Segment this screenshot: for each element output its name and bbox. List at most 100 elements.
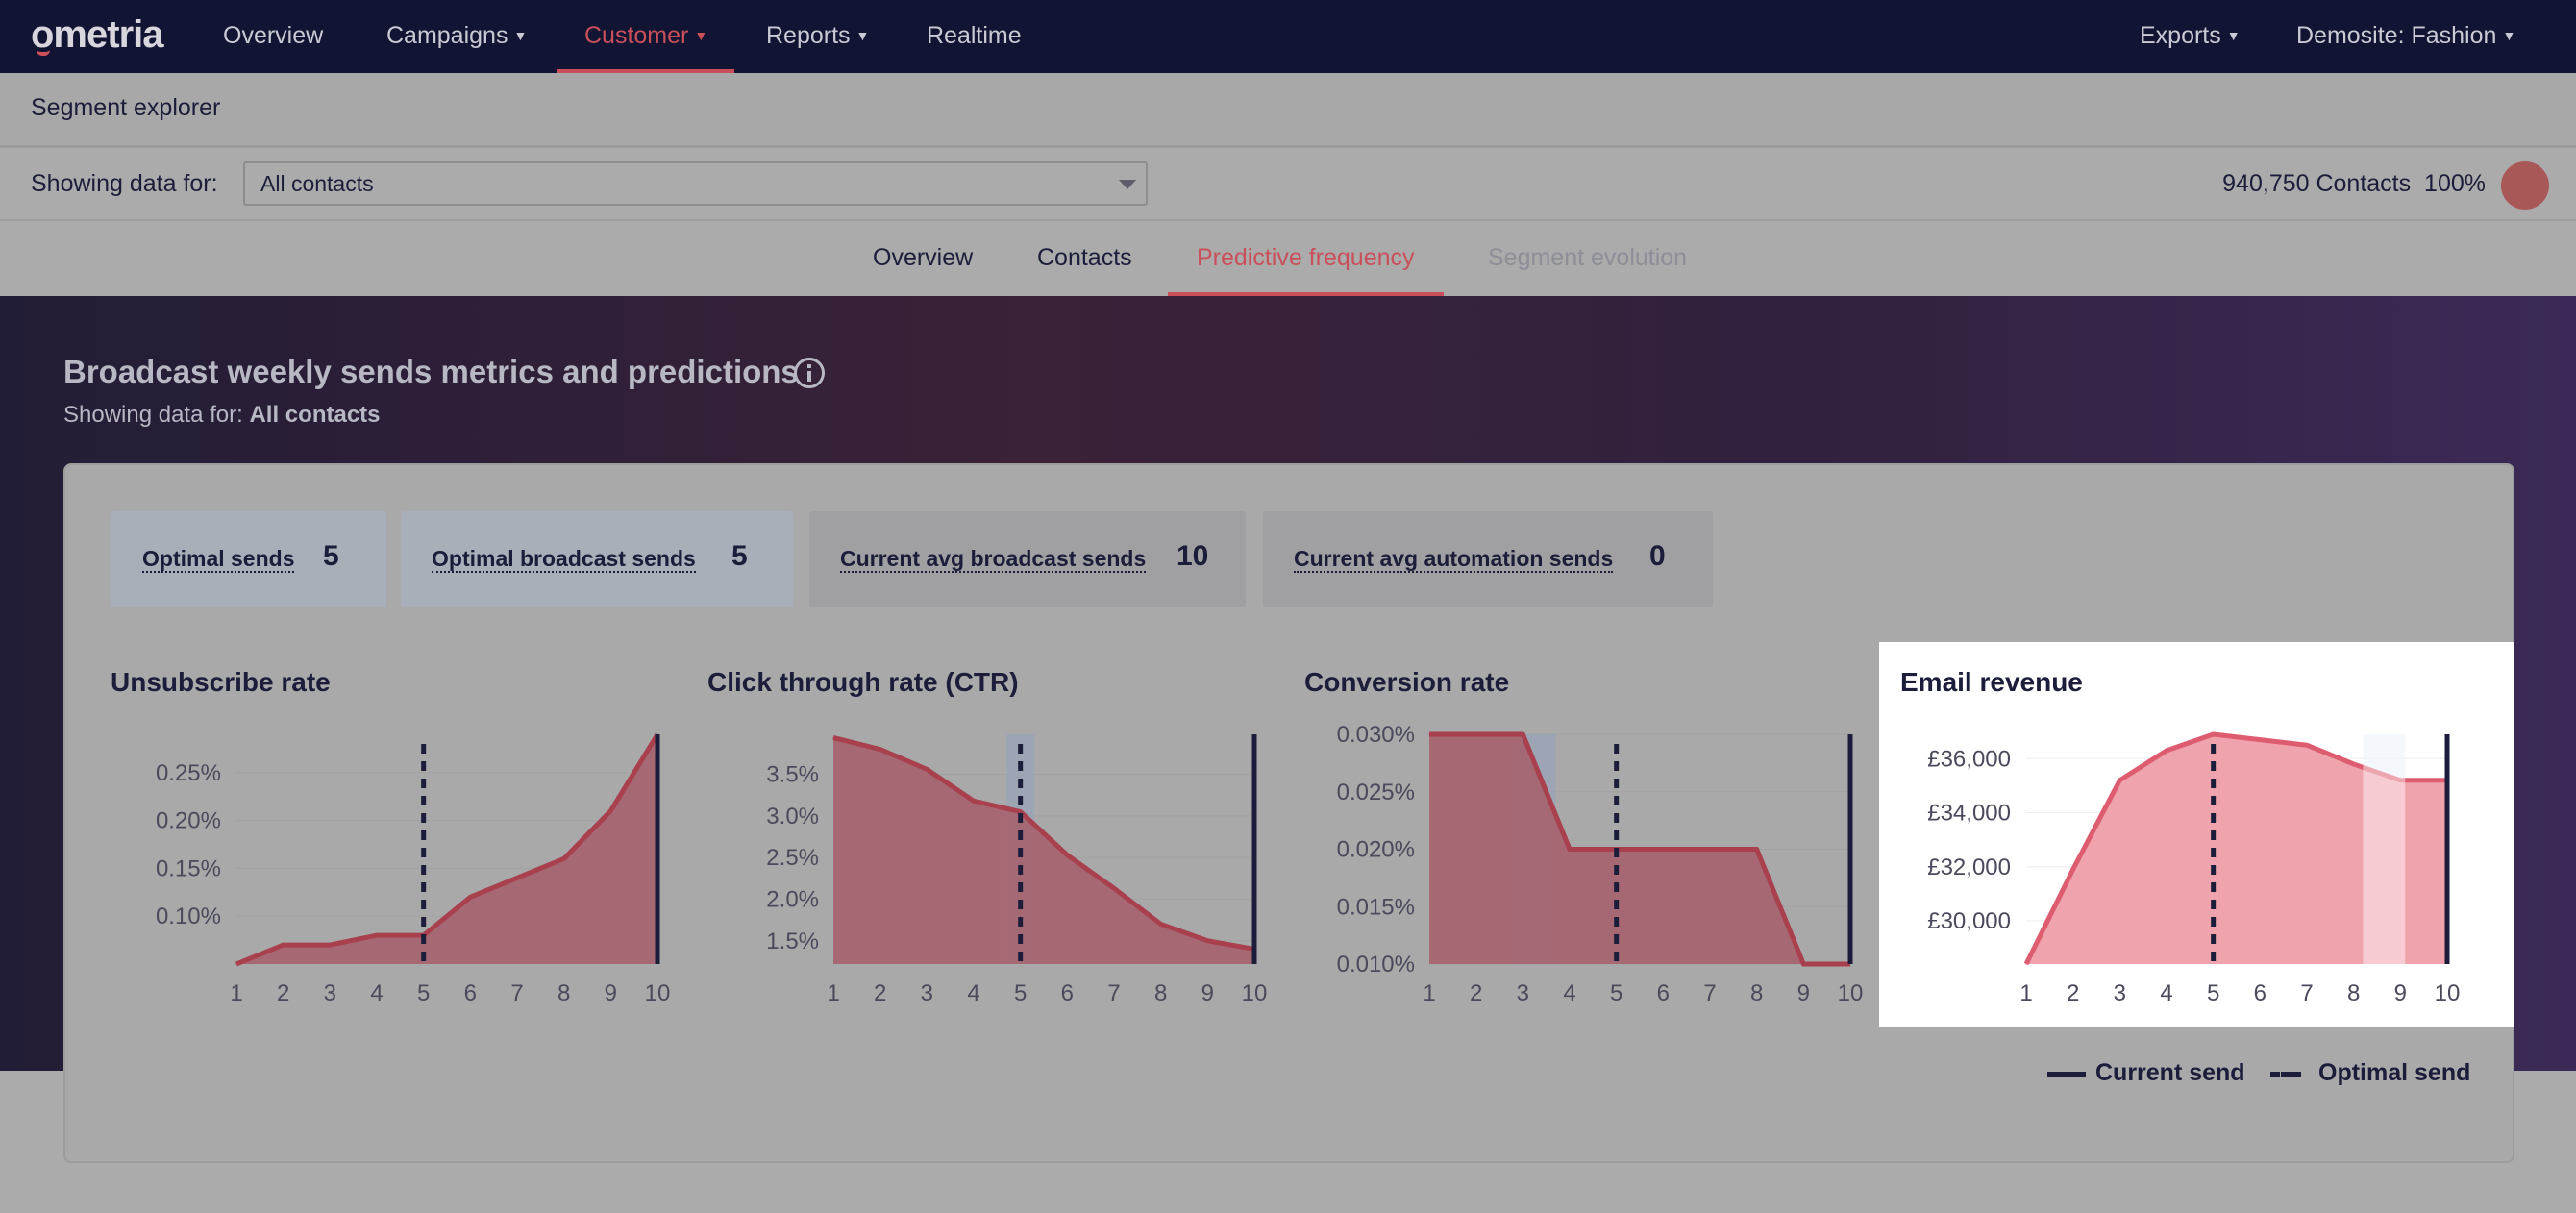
legend-optimal-send: Optimal send	[2318, 1059, 2471, 1086]
contacts-summary: 940,750 Contacts 100%	[2222, 170, 2486, 198]
data-point	[329, 944, 331, 946]
data-point	[879, 749, 881, 751]
metric-value: 10	[1177, 540, 1209, 572]
logo-swoosh-icon	[37, 50, 50, 56]
info-icon[interactable]	[794, 358, 825, 388]
metric-optimal-broadcast-sends: Optimal broadcast sends 5	[401, 511, 793, 607]
x-tick-label: 6	[2254, 980, 2266, 1006]
x-tick-label: 1	[827, 980, 839, 1006]
x-tick-label: 9	[1797, 980, 1810, 1006]
series-line	[2023, 731, 2447, 966]
y-tick-label: 0.15%	[156, 855, 221, 881]
nav-campaigns[interactable]: Campaigns ▼	[386, 22, 528, 49]
optimal-send-legend-swatch	[2270, 1072, 2301, 1077]
nav-exports[interactable]: Exports ▼	[2140, 22, 2241, 49]
user-avatar[interactable]	[2501, 161, 2549, 210]
x-tick-label: 3	[921, 980, 933, 1006]
nav-reports[interactable]: Reports ▼	[766, 22, 870, 49]
metric-current-avg-automation-sends: Current avg automation sends 0	[1263, 511, 1713, 607]
y-tick-label: 0.010%	[1337, 952, 1415, 978]
y-tick-label: 3.5%	[766, 762, 819, 788]
metric-label[interactable]: Optimal sends	[142, 546, 295, 573]
data-point	[926, 768, 928, 770]
metric-label[interactable]: Optimal broadcast sends	[432, 546, 696, 573]
segment-select[interactable]: All contacts	[243, 161, 1148, 206]
y-tick-label: 0.25%	[156, 760, 221, 786]
y-tick-label: 2.0%	[766, 886, 819, 912]
x-tick-label: 5	[1014, 980, 1027, 1006]
nav-realtime[interactable]: Realtime	[927, 22, 1022, 49]
data-point	[1569, 849, 1571, 850]
x-tick-label: 6	[464, 980, 477, 1006]
caret-down-icon: ▼	[513, 28, 528, 43]
data-point	[1802, 963, 1804, 965]
tab-predictive-frequency[interactable]: Predictive frequency	[1168, 221, 1444, 296]
page-title: Segment explorer	[31, 94, 221, 121]
data-point	[1160, 923, 1162, 925]
data-point	[1428, 733, 1430, 735]
data-point	[469, 896, 471, 898]
data-point	[2306, 744, 2308, 746]
x-tick-label: 7	[510, 980, 523, 1006]
ometria-logo[interactable]: ometria	[31, 13, 163, 56]
chevron-down-icon	[1119, 180, 1136, 189]
caret-down-icon: ▼	[694, 28, 708, 43]
data-point	[2353, 763, 2355, 765]
series-line	[235, 732, 660, 967]
series-line	[1429, 731, 1850, 967]
section-title: Broadcast weekly sends metrics and predi…	[63, 354, 799, 389]
x-tick-label: 8	[2347, 980, 2360, 1006]
x-tick-label: 4	[2160, 980, 2172, 1006]
x-tick-label: 7	[1107, 980, 1120, 1006]
y-tick-label: 0.015%	[1337, 894, 1415, 920]
metric-label[interactable]: Current avg automation sends	[1294, 546, 1614, 573]
y-tick-label: 0.20%	[156, 808, 221, 834]
tab-overview[interactable]: Overview	[873, 244, 974, 271]
y-tick-label: £36,000	[1927, 746, 2011, 772]
x-tick-label: 7	[1703, 980, 1716, 1006]
filter-bar: Showing data for: All contacts 940,750 C…	[0, 150, 2576, 221]
nav-demosite[interactable]: Demosite: Fashion ▼	[2296, 22, 2516, 49]
y-tick-label: 0.025%	[1337, 780, 1415, 805]
nav-overview[interactable]: Overview	[223, 22, 324, 49]
data-point	[1113, 887, 1115, 889]
x-tick-label: 1	[230, 980, 242, 1006]
x-tick-label: 2	[1470, 980, 1482, 1006]
optimal-band-overlay	[2363, 734, 2406, 964]
caret-down-icon: ▼	[2502, 28, 2516, 43]
x-tick-label: 8	[1154, 980, 1167, 1006]
data-point	[2072, 869, 2074, 871]
x-tick-label: 6	[1657, 980, 1670, 1006]
tab-segment-evolution[interactable]: Segment evolution	[1488, 244, 1688, 271]
chart-title-conversion: Conversion rate	[1304, 667, 1510, 697]
nav-customer[interactable]: Customer ▼	[557, 0, 735, 73]
caret-down-icon: ▼	[2226, 28, 2241, 43]
data-point	[2025, 963, 2027, 965]
tab-contacts[interactable]: Contacts	[1037, 244, 1132, 271]
data-point	[1066, 854, 1068, 856]
x-tick-label: 6	[1061, 980, 1074, 1006]
x-tick-label: 7	[2300, 980, 2313, 1006]
y-tick-label: 1.5%	[766, 928, 819, 954]
metric-optimal-sends: Optimal sends 5	[111, 511, 386, 607]
x-tick-label: 3	[324, 980, 336, 1006]
top-nav: ometria Overview Campaigns ▼ Customer ▼ Re…	[0, 0, 2576, 73]
x-tick-label: 2	[874, 980, 886, 1006]
chart-title-email-revenue: Email revenue	[1900, 667, 2083, 697]
y-tick-label: 2.5%	[766, 845, 819, 871]
metric-label[interactable]: Current avg broadcast sends	[840, 546, 1147, 573]
chart-title-unsubscribe: Unsubscribe rate	[111, 667, 331, 697]
filter-label: Showing data for:	[31, 170, 218, 197]
x-tick-label: 10	[1242, 980, 1268, 1006]
x-tick-label: 9	[1201, 980, 1214, 1006]
y-tick-label: £30,000	[1927, 908, 2011, 934]
data-point	[563, 857, 565, 859]
sub-tabs: Overview Contacts Predictive frequency S…	[0, 221, 2576, 296]
data-point	[1709, 849, 1711, 850]
x-tick-label: 1	[2019, 980, 2032, 1006]
x-tick-label: 4	[370, 980, 383, 1006]
caret-down-icon: ▼	[855, 28, 870, 43]
contacts-percent: 100%	[2424, 170, 2486, 197]
metrics-card: Optimal sends 5 Optimal broadcast sends …	[63, 463, 2514, 1163]
x-tick-label: 1	[1423, 980, 1435, 1006]
